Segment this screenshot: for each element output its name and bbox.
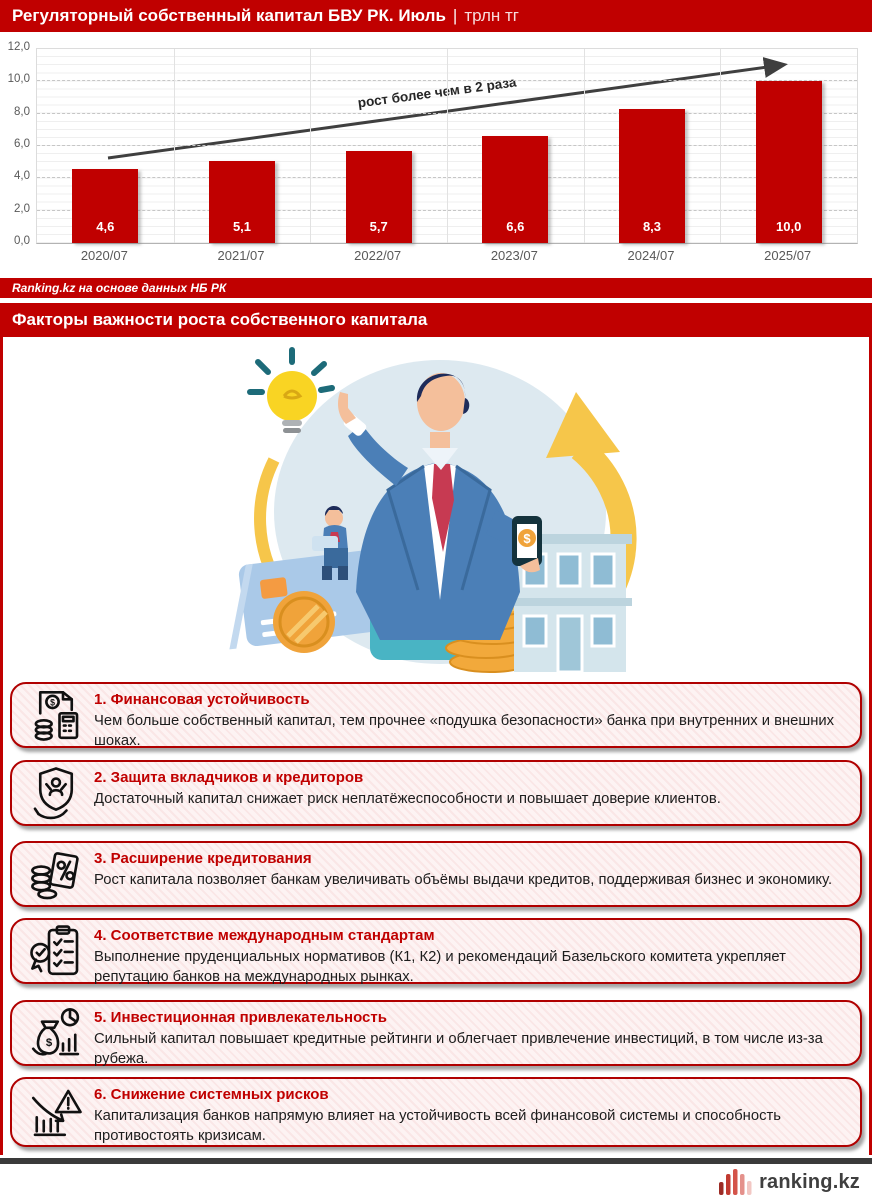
gold-coin <box>273 591 335 653</box>
bar-value-label: 4,6 <box>96 219 115 234</box>
x-tick-label: 2025/07 <box>764 248 812 263</box>
factor-body: Чем больше собственный капитал, тем проч… <box>94 713 835 749</box>
y-tick-label: 12,0 <box>7 41 30 53</box>
bar-value-label: 5,7 <box>369 219 388 234</box>
factor-card-6: 6. Снижение системных рисков Капитализац… <box>10 1077 862 1147</box>
bar-2023/07: 6,6 <box>482 136 549 243</box>
bar-2024/07: 8,3 <box>619 108 685 243</box>
factor-body: Выполнение пруденциальных нормативов (К1… <box>94 949 786 985</box>
factor-card-4: 4. Соответствие международным стандартам… <box>10 918 862 985</box>
source-text: Ranking.kz на основе данных НБ РК <box>12 281 227 295</box>
svg-text:$: $ <box>523 531 531 546</box>
coins-percent-voucher-icon <box>31 852 79 900</box>
factor-title: 2. Защита вкладчиков и кредиторов <box>94 769 364 786</box>
x-tick-label: 2021/07 <box>217 248 265 263</box>
bank-building <box>508 534 632 674</box>
x-tick-label: 2023/07 <box>490 248 538 263</box>
gridline-vertical <box>720 49 722 243</box>
moneybag-charts-icon: $ <box>31 1008 80 1056</box>
factor-title: 1. Финансовая устойчивость <box>94 691 310 708</box>
y-tick-label: 8,0 <box>14 105 30 118</box>
bar-2020/07: 4,6 <box>72 168 139 243</box>
page-title: Регуляторный собственный капитал БВУ РК.… <box>12 6 446 25</box>
ranking-logo-text: ranking.kz <box>759 1170 860 1193</box>
bar-chart: 0,0 2,0 4,0 6,0 8,0 10,0 12,0 рост более чем в… <box>0 36 872 276</box>
bar-value-label: 6,6 <box>506 219 525 234</box>
gridline-vertical <box>310 49 312 243</box>
factor-card-2: 2. Защита вкладчиков и кредиторов Достат… <box>10 760 862 826</box>
svg-text:$: $ <box>46 1037 53 1049</box>
shield-person-hand-icon <box>33 767 74 820</box>
ranking-logo: ranking.kz <box>719 1168 860 1196</box>
x-axis: 2020/07 2021/07 2022/07 2023/07 2024/07 2025/… <box>36 248 856 266</box>
bar-2022/07: 5,7 <box>345 150 412 243</box>
businessman-finance-illustration: $ <box>229 347 637 674</box>
bar-value-label: 8,3 <box>642 219 662 234</box>
businessman: $ <box>338 373 542 640</box>
bar-2021/07: 5,1 <box>209 160 275 243</box>
gridline-vertical <box>173 49 175 243</box>
bar-2025/07: 10,0 <box>755 81 822 243</box>
lightbulb-idea <box>247 347 335 433</box>
factor-title: 3. Расширение кредитования <box>94 850 312 867</box>
y-tick-label: 6,0 <box>14 138 30 150</box>
y-tick-label: 4,0 <box>14 170 30 183</box>
svg-text:$: $ <box>50 697 55 707</box>
section-title-bar: Факторы важности роста собственного капи… <box>0 303 872 337</box>
source-bar: Ranking.kz на основе данных НБ РК <box>0 278 872 298</box>
gridline-vertical <box>583 49 585 243</box>
factor-card-5: $ 5. Инвестиционная привлекательность Си… <box>10 1000 862 1067</box>
factor-title: 4. Соответствие международным стандартам <box>94 927 435 944</box>
x-tick-label: 2022/07 <box>354 248 402 263</box>
declining-chart-warning-icon <box>31 1089 82 1137</box>
bar-value-label: 10,0 <box>776 219 802 234</box>
y-axis: 0,0 2,0 4,0 6,0 8,0 10,0 12,0 <box>0 41 32 247</box>
title-unit: трлн тг <box>464 6 519 25</box>
factor-body: Сильный капитал повышает кредитные рейти… <box>94 1031 823 1067</box>
checklist-medal-icon <box>30 925 79 976</box>
x-tick-label: 2024/07 <box>627 248 675 263</box>
x-tick-label: 2020/07 <box>80 248 128 263</box>
gridline-vertical <box>447 49 448 243</box>
factor-body: Достаточный капитал снижает риск неплатё… <box>94 791 721 807</box>
y-tick-label: 0,0 <box>14 235 30 247</box>
factor-card-1: $ 1. Финансовая устойчивость Чем больше … <box>10 682 862 749</box>
growth-arrow <box>546 392 620 458</box>
ranking-bars-icon <box>719 1169 752 1195</box>
factor-title: 5. Инвестиционная привлекательность <box>94 1009 387 1026</box>
chart-plot: рост более чем в 2 раза 4,6 5,1 5,7 6,6 8,3 1… <box>36 48 858 244</box>
section-title: Факторы важности роста собственного капи… <box>12 310 428 329</box>
factor-body: Капитализация банков напрямую влияет на … <box>94 1108 781 1144</box>
factor-card-3: 3. Расширение кредитования Рост капитала… <box>10 841 862 907</box>
footer-divider <box>0 1158 872 1164</box>
finance-document-calculator-icon: $ <box>34 690 79 741</box>
title-separator: | <box>452 6 458 25</box>
y-tick-label: 2,0 <box>14 202 30 215</box>
man-with-laptop <box>312 505 348 580</box>
factor-title: 6. Снижение системных рисков <box>94 1086 329 1103</box>
y-tick-label: 10,0 <box>7 73 30 86</box>
page-title-bar: Регуляторный собственный капитал БВУ РК.… <box>0 0 872 32</box>
bar-value-label: 5,1 <box>232 219 252 234</box>
factor-body: Рост капитала позволяет банкам увеличива… <box>94 872 833 888</box>
